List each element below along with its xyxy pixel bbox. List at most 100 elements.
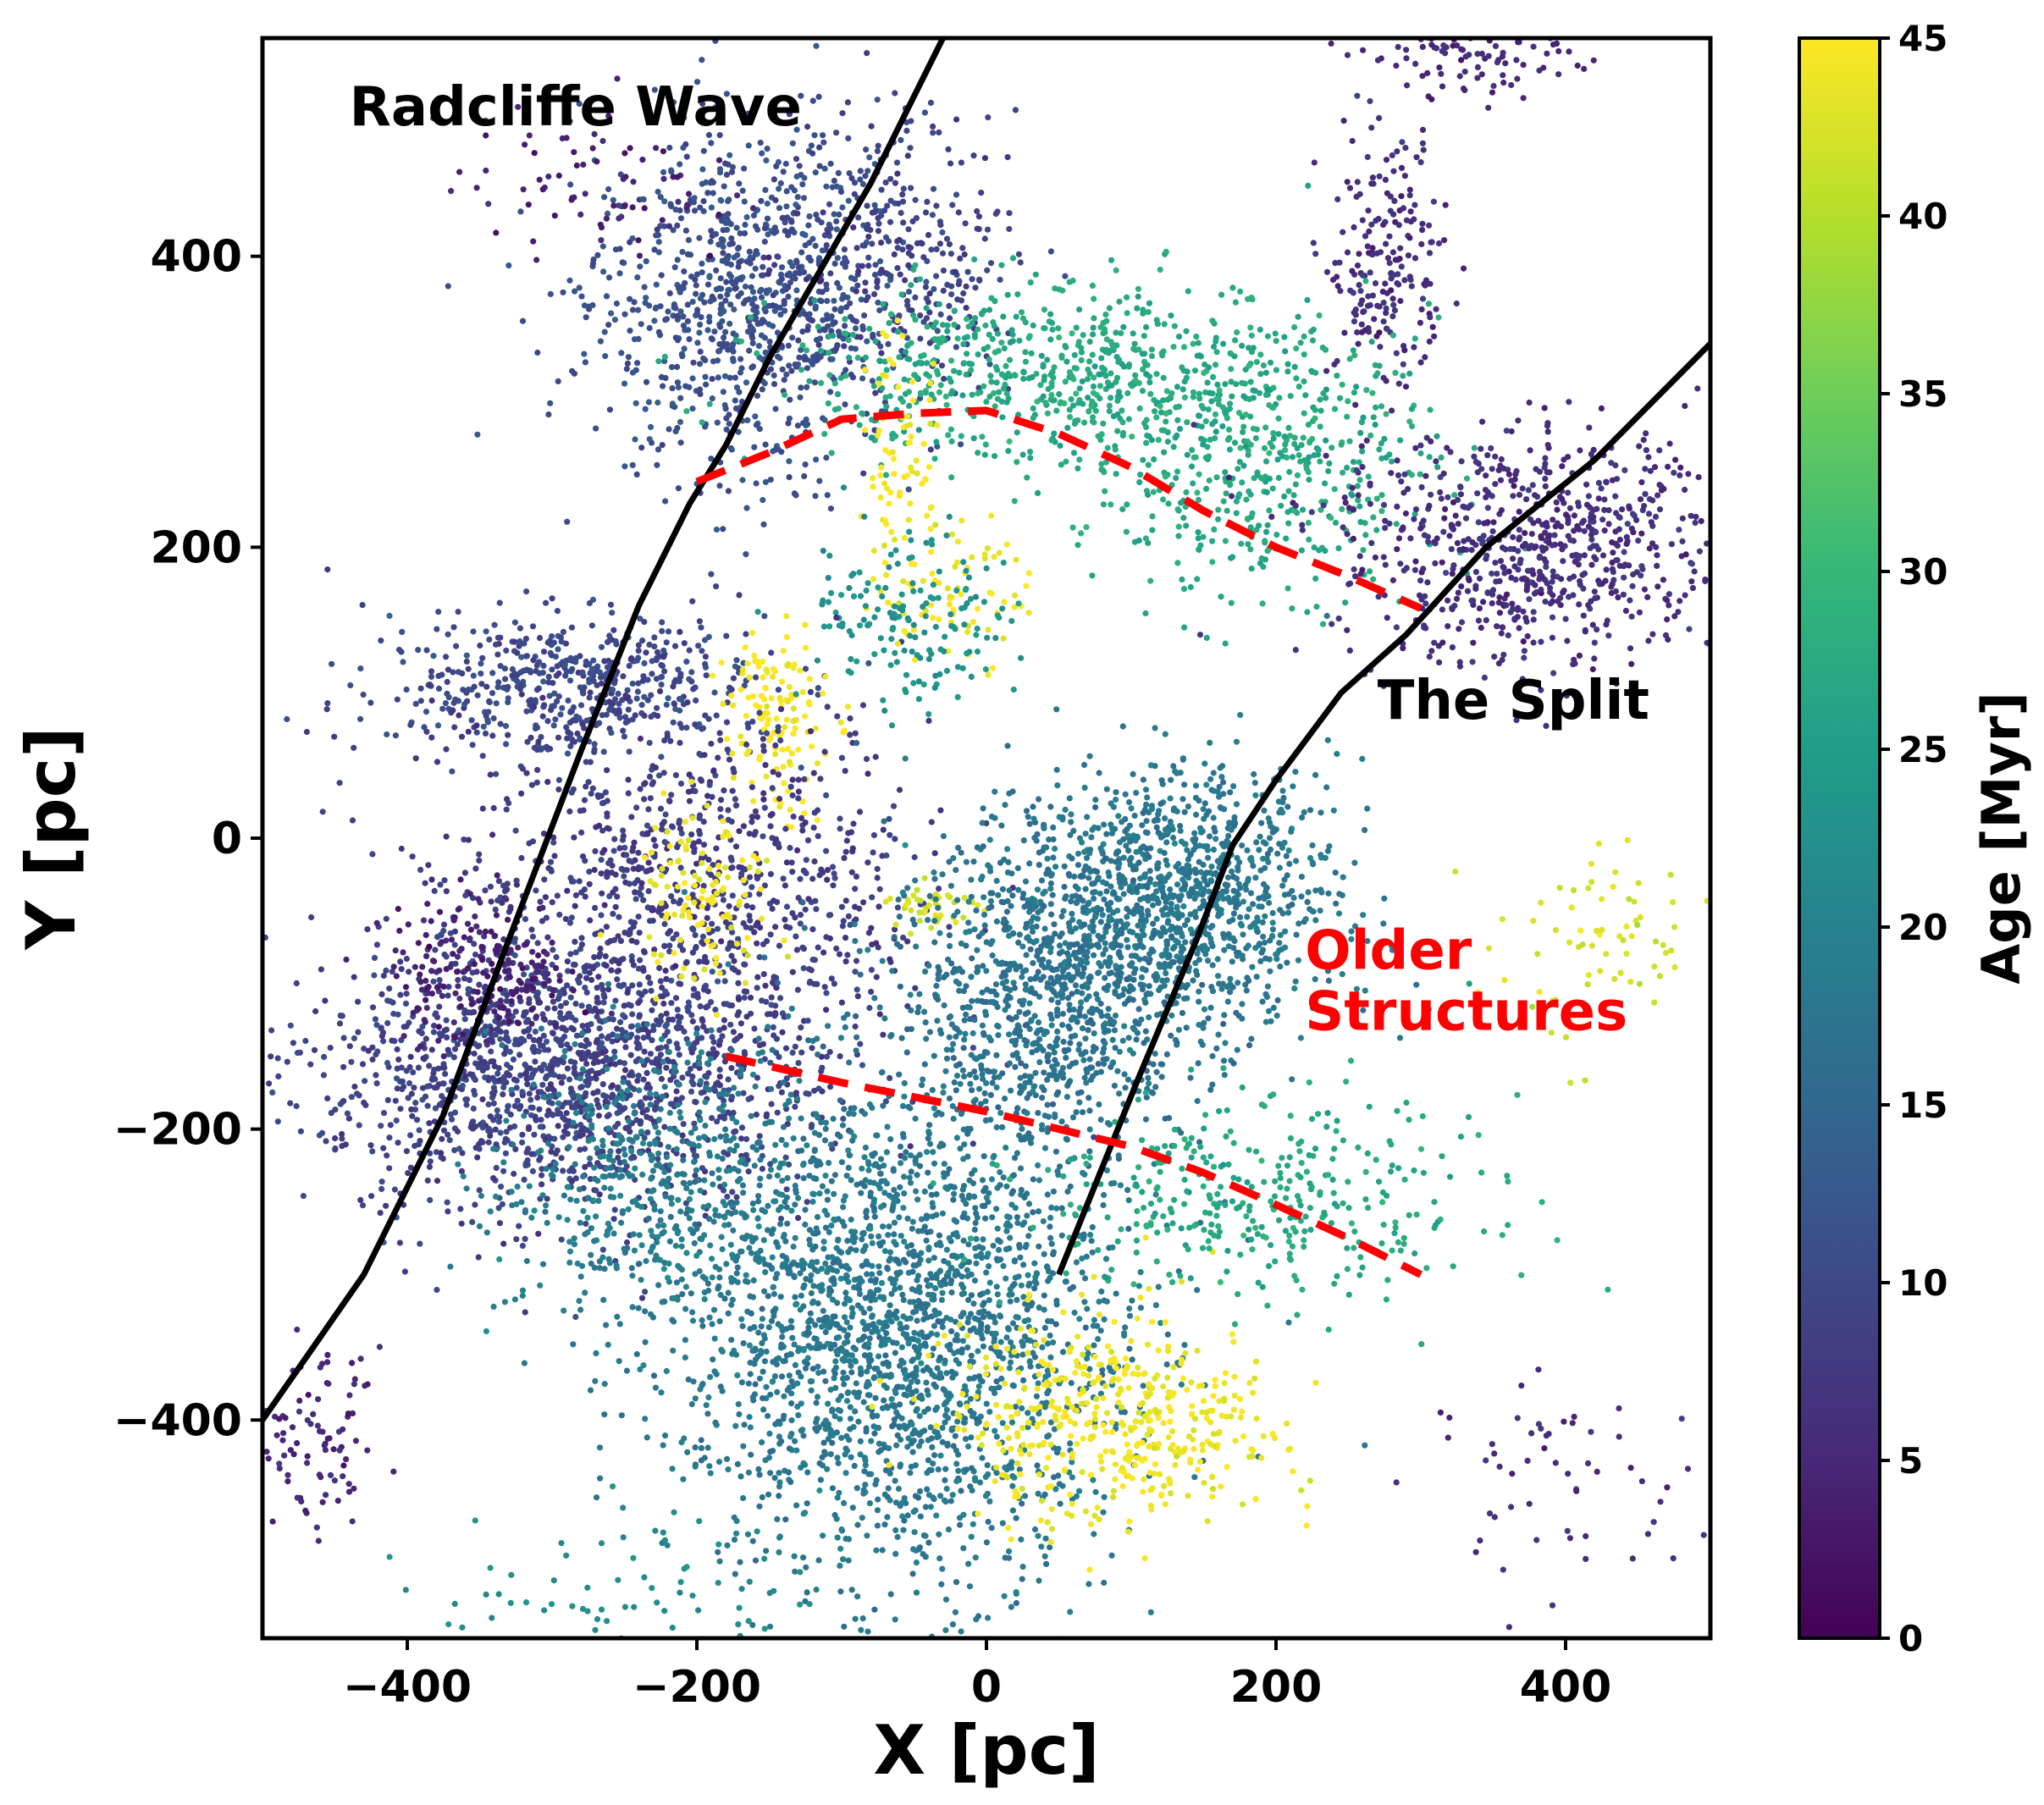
- data-point: [997, 276, 1003, 283]
- data-point: [1400, 524, 1406, 531]
- data-point: [1284, 509, 1291, 516]
- data-point: [1085, 366, 1091, 373]
- data-point: [709, 395, 715, 402]
- data-point: [708, 455, 715, 462]
- data-point: [403, 686, 410, 693]
- data-point: [1428, 491, 1434, 498]
- data-point: [686, 336, 693, 343]
- data-point: [1666, 591, 1672, 598]
- data-point: [456, 168, 463, 175]
- data-point: [845, 135, 852, 141]
- data-point: [718, 660, 725, 666]
- data-point: [805, 222, 812, 229]
- data-point: [665, 695, 671, 702]
- data-point: [998, 339, 1005, 346]
- data-point: [758, 272, 765, 279]
- data-point: [660, 383, 666, 389]
- data-point: [1015, 251, 1022, 257]
- data-point: [925, 655, 932, 663]
- data-point: [543, 599, 550, 606]
- data-point: [806, 676, 814, 682]
- data-point: [759, 386, 765, 393]
- data-point: [908, 537, 914, 544]
- data-point: [1234, 329, 1240, 336]
- data-point: [925, 232, 932, 239]
- data-point: [736, 389, 743, 395]
- data-point: [1469, 539, 1476, 546]
- data-point: [912, 361, 919, 367]
- data-point: [1352, 306, 1359, 313]
- data-point: [825, 229, 832, 236]
- data-point: [1291, 434, 1298, 441]
- data-point: [762, 685, 770, 692]
- data-point: [1729, 504, 1735, 510]
- data-point: [815, 323, 821, 330]
- data-point: [725, 198, 732, 205]
- data-point: [963, 586, 970, 593]
- data-point: [1334, 357, 1340, 365]
- data-point: [1695, 474, 1702, 481]
- data-point: [976, 277, 983, 284]
- data-point: [1224, 406, 1231, 413]
- data-point: [1311, 159, 1318, 166]
- data-point: [458, 733, 466, 740]
- data-point: [631, 299, 638, 306]
- data-point: [1520, 638, 1527, 645]
- data-point: [1022, 358, 1030, 365]
- data-point: [804, 384, 810, 390]
- data-point: [1152, 408, 1158, 415]
- data-point: [1027, 449, 1034, 455]
- data-point: [762, 478, 770, 486]
- data-point: [820, 139, 827, 146]
- data-point: [887, 175, 894, 182]
- data-point: [1089, 282, 1096, 289]
- data-point: [1213, 334, 1219, 341]
- data-point: [727, 261, 735, 268]
- data-point: [425, 682, 432, 688]
- data-point: [428, 673, 435, 680]
- data-point: [572, 288, 578, 295]
- data-point: [1677, 598, 1683, 604]
- data-point: [872, 262, 879, 268]
- data-point: [865, 168, 871, 174]
- data-point: [1140, 366, 1146, 373]
- data-point: [783, 716, 790, 723]
- data-point: [1395, 43, 1401, 51]
- data-point: [1356, 477, 1363, 483]
- data-point: [1522, 530, 1528, 537]
- data-point: [434, 626, 440, 632]
- data-point: [819, 289, 826, 295]
- data-point: [826, 623, 833, 630]
- data-point: [1490, 82, 1497, 90]
- data-point: [782, 391, 788, 398]
- data-point: [701, 637, 709, 643]
- data-point: [832, 345, 840, 352]
- data-point: [1426, 654, 1433, 660]
- data-point: [787, 806, 793, 814]
- data-point: [847, 300, 854, 306]
- data-point: [717, 275, 724, 282]
- data-point: [723, 632, 730, 639]
- data-point: [1306, 454, 1312, 461]
- data-point: [713, 267, 720, 273]
- data-point: [825, 575, 831, 582]
- data-point: [871, 201, 878, 208]
- data-point: [1478, 624, 1484, 632]
- data-point: [796, 354, 803, 361]
- data-point: [1102, 348, 1109, 355]
- data-point: [1078, 349, 1085, 356]
- data-point: [798, 92, 804, 99]
- data-point: [1222, 469, 1229, 476]
- data-point: [934, 328, 941, 334]
- data-point: [1614, 557, 1621, 564]
- data-point: [1220, 498, 1227, 505]
- data-point: [1639, 566, 1646, 572]
- data-point: [933, 367, 941, 374]
- data-point: [1387, 193, 1394, 200]
- data-point: [1416, 592, 1423, 599]
- data-point: [1356, 503, 1363, 510]
- data-point: [974, 605, 981, 612]
- data-point: [972, 284, 979, 291]
- data-point: [1298, 547, 1305, 554]
- data-point: [1446, 533, 1453, 539]
